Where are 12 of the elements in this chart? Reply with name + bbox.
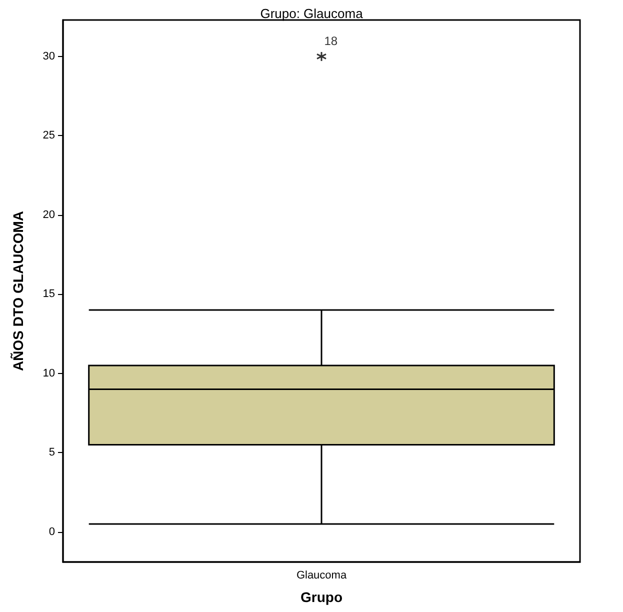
chart-title: Grupo: Glaucoma (260, 6, 364, 21)
y-axis-title: AÑOS DTO GLAUCOMA (10, 211, 26, 371)
y-tick-label: 25 (42, 130, 55, 142)
annotation: 18 (324, 34, 338, 48)
y-tick-label: 15 (42, 288, 55, 300)
y-tick-label: 5 (48, 446, 55, 459)
x-tick-label: Glaucoma (296, 570, 348, 582)
x-axis-title: Grupo (300, 589, 342, 605)
y-tick-label: 30 (42, 50, 55, 62)
y-tick-label: 0 (48, 526, 55, 538)
y-tick-label: 20 (42, 208, 55, 221)
y-tick-label: 10 (42, 367, 55, 380)
